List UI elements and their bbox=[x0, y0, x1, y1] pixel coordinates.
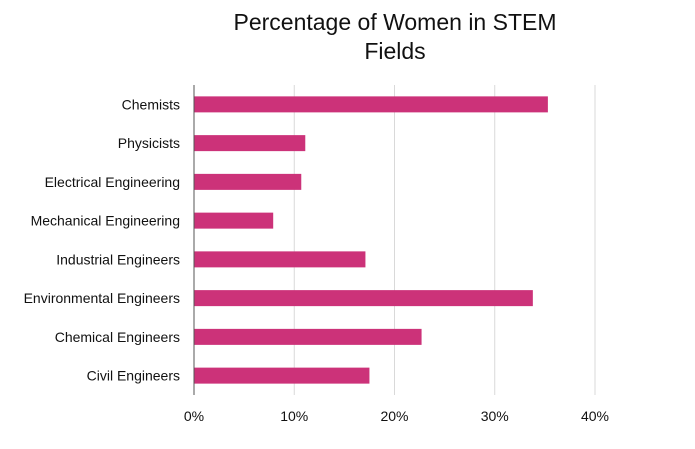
category-label: Mechanical Engineering bbox=[31, 213, 180, 229]
bar bbox=[194, 251, 366, 268]
category-label: Chemical Engineers bbox=[55, 329, 180, 345]
bar bbox=[194, 212, 274, 229]
x-tick-label: 30% bbox=[481, 408, 509, 424]
category-label: Civil Engineers bbox=[87, 368, 180, 384]
x-tick-label: 40% bbox=[581, 408, 609, 424]
labels: 0% 10% 20% 30% 40% Chemists Physicists Electric… bbox=[24, 96, 609, 424]
chart-title: Percentage of Women in STEM Fields bbox=[195, 8, 595, 66]
category-label: Chemists bbox=[122, 96, 180, 112]
bar bbox=[194, 290, 533, 307]
bars bbox=[194, 96, 548, 384]
category-label: Physicists bbox=[118, 135, 180, 151]
category-label: Electrical Engineering bbox=[45, 174, 180, 190]
category-label: Environmental Engineers bbox=[24, 290, 180, 306]
gridlines bbox=[293, 85, 596, 395]
bar bbox=[194, 135, 306, 152]
bar bbox=[194, 367, 370, 384]
chart-title-line-1: Percentage of Women in STEM bbox=[233, 9, 557, 35]
x-tick-label: 20% bbox=[380, 408, 408, 424]
bar bbox=[194, 96, 548, 113]
x-tick-label: 10% bbox=[280, 408, 308, 424]
x-tick-label: 0% bbox=[184, 408, 204, 424]
bar bbox=[194, 173, 302, 190]
chart-title-line-2: Fields bbox=[364, 38, 426, 64]
bar bbox=[194, 328, 422, 345]
category-label: Industrial Engineers bbox=[56, 251, 180, 267]
